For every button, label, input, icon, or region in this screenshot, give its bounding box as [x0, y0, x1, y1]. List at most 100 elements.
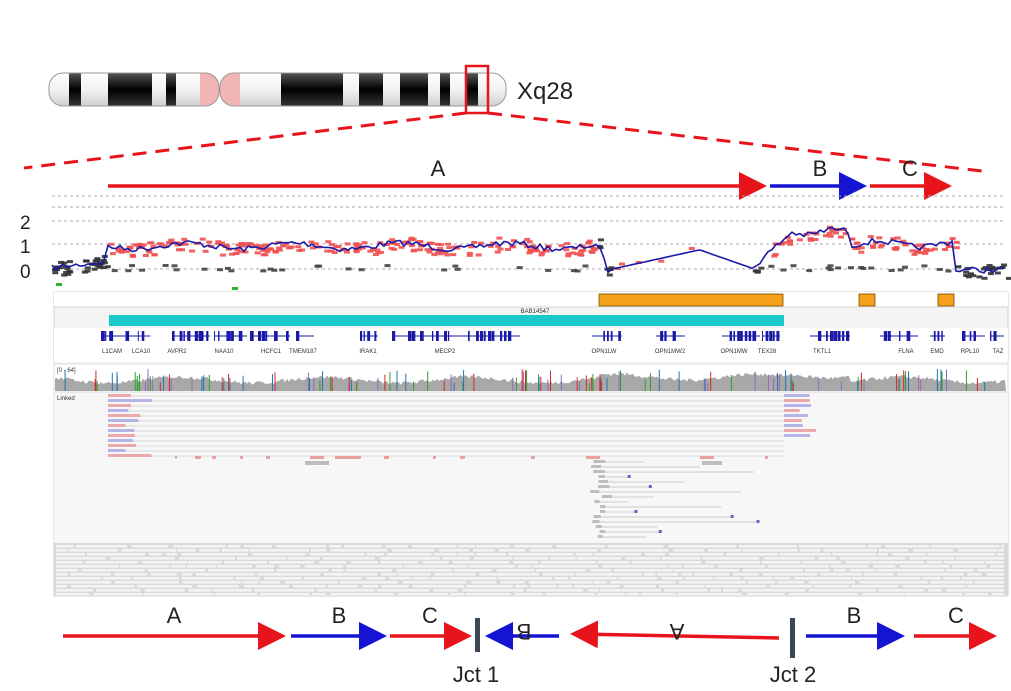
linked-read-fragment [240, 456, 243, 459]
alignment-read [533, 565, 598, 568]
cn-point [768, 264, 775, 268]
cn-data-points [52, 225, 1011, 280]
alignment-read [600, 549, 669, 552]
alignment-read [170, 565, 186, 568]
alignment-read [592, 581, 607, 584]
cn-point [858, 246, 865, 250]
gene-exon [125, 331, 130, 341]
alignment-read [181, 577, 234, 580]
alignment-read [181, 573, 193, 576]
alignment-read [449, 593, 464, 596]
coverage-spike [777, 373, 778, 391]
coverage-spike [94, 379, 96, 391]
alignment-read [56, 557, 106, 560]
alignment-read [845, 561, 871, 564]
alignment-read [878, 589, 925, 592]
cn-point [879, 243, 886, 247]
coverage-spike [710, 371, 712, 391]
alignment-read [913, 549, 954, 552]
gene-label-opn1mw: OPN1MW [721, 349, 748, 355]
cn-point [945, 269, 952, 273]
alignment-read [788, 593, 858, 596]
cn-point [558, 244, 565, 248]
alignment-read [813, 585, 850, 588]
alignment-read [985, 561, 1004, 564]
cn-point [526, 240, 533, 244]
alignment-read [743, 577, 773, 580]
alignment-read [892, 553, 926, 556]
coverage-spike [413, 381, 415, 391]
linked-read-grey [598, 480, 608, 483]
coverage-spike [384, 374, 386, 391]
cn-point [466, 251, 473, 255]
cn-point [345, 267, 352, 271]
alignment-read [56, 585, 67, 588]
bottom-label-a: A [167, 603, 182, 628]
cn-point [329, 243, 336, 247]
alignment-read [779, 553, 831, 556]
gene-exon [729, 331, 732, 341]
cn-point [331, 251, 338, 254]
gene-exon [266, 331, 268, 341]
alignment-read [366, 553, 385, 556]
alignment-read [304, 577, 362, 580]
alignment-read [403, 565, 468, 568]
alignment-read [975, 581, 1004, 584]
alignment-read [462, 589, 524, 592]
coverage-spike [984, 381, 986, 391]
alignment-read [56, 589, 93, 592]
alignment-read [641, 593, 676, 596]
coverage-spike [908, 371, 909, 391]
linked-read-left [108, 414, 141, 417]
alignment-read [379, 557, 440, 560]
gene-exon [744, 331, 748, 341]
chromosome-ideogram: Xq28 [48, 64, 573, 115]
alignment-read [237, 557, 287, 560]
alignment-read [221, 549, 249, 552]
alignment-read [550, 557, 576, 560]
alignment-read [877, 553, 888, 556]
cn-point [490, 241, 497, 245]
bottom-label-a-inverted: A [669, 619, 684, 644]
coverage-spike [707, 382, 709, 391]
junction-2-marker [790, 618, 795, 658]
cn-point [140, 243, 147, 247]
coverage-spike [331, 376, 333, 391]
gene-exon [752, 331, 757, 341]
top-label-c: C [902, 156, 918, 181]
cn-point [942, 248, 949, 251]
cn-point [534, 249, 540, 253]
cn-point [235, 243, 242, 247]
alignment-read [56, 545, 74, 548]
gene-exon [610, 331, 613, 341]
alignment-read [141, 561, 187, 564]
gene-exon [420, 331, 424, 341]
alignment-read [56, 561, 83, 564]
alignment-read [56, 549, 68, 552]
coverage-spike [350, 380, 352, 391]
coverage-spike [405, 373, 407, 391]
alignment-read [70, 573, 111, 576]
linked-read-fragment [175, 456, 177, 459]
alignment-read [717, 565, 766, 568]
linked-read-fragment [195, 456, 201, 459]
cn-point [174, 243, 181, 247]
alignment-read [96, 589, 141, 592]
coverage-spike [599, 374, 601, 391]
alignment-read [468, 565, 516, 568]
alignment-read [412, 585, 464, 588]
cn-point [237, 250, 244, 254]
linked-read-grey [600, 505, 606, 508]
alignment-read [102, 577, 131, 580]
coverage-spike [785, 369, 787, 391]
alignment-read [476, 545, 510, 548]
cn-point [93, 263, 100, 267]
alignment-read [465, 593, 511, 596]
alignment-read [998, 549, 1004, 552]
linked-read-fragment [700, 456, 714, 459]
alignment-read [147, 569, 205, 572]
linked-read-right [784, 434, 811, 437]
cn-point [450, 253, 457, 257]
gene-label-tktl1: TKTL1 [813, 349, 832, 355]
coverage-spike [703, 378, 705, 391]
